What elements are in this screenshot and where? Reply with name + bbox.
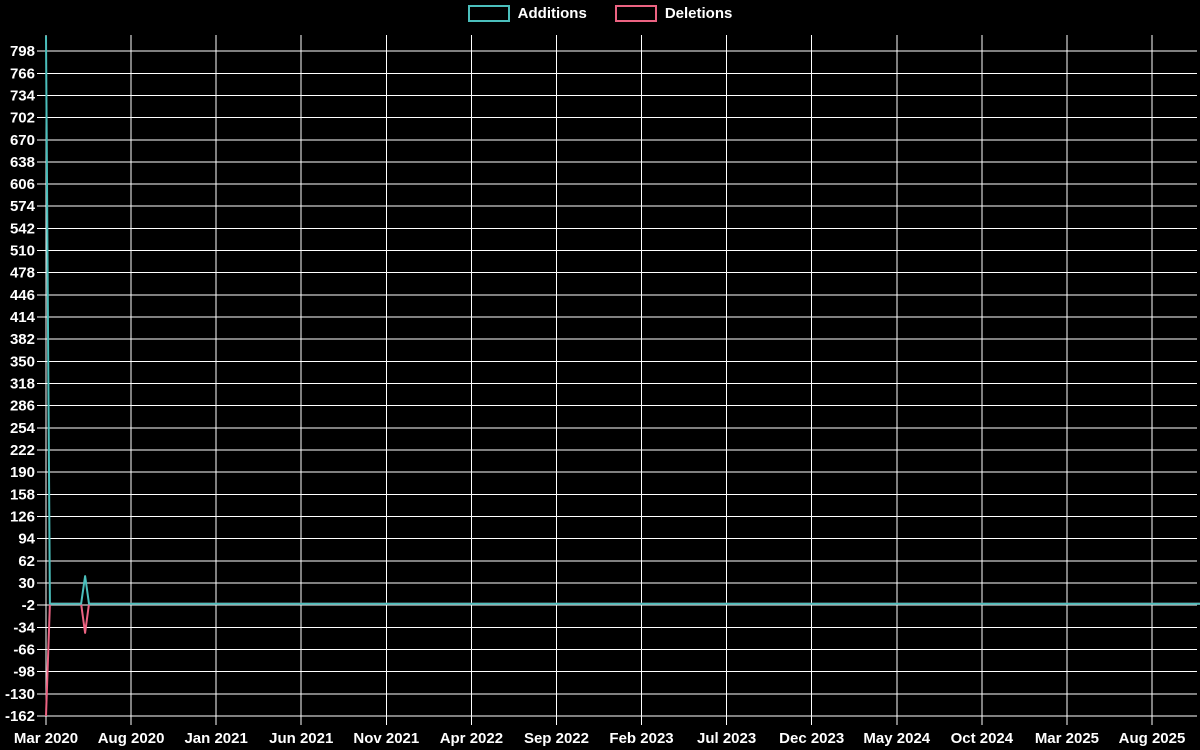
legend-label-deletions: Deletions	[664, 5, 733, 22]
y-tick-label: 30	[18, 575, 35, 592]
x-tick-label: Jan 2021	[184, 730, 247, 747]
deletions-swatch-icon	[614, 5, 657, 22]
y-tick-label: 318	[10, 376, 35, 393]
y-tick-label: 446	[10, 287, 35, 304]
y-tick-label: 382	[10, 331, 35, 348]
x-tick-label: Jun 2021	[269, 730, 333, 747]
axis-labels: 798 766 734 702 670 638 606 574 542 510 478 446 414 3…	[5, 43, 1185, 747]
y-tick-label: 190	[10, 464, 35, 481]
y-tick-label: -162	[5, 708, 35, 725]
y-tick-label: 574	[10, 198, 36, 215]
x-tick-label: Nov 2021	[353, 730, 419, 747]
legend-item-deletions[interactable]: Deletions	[614, 5, 733, 22]
y-tick-label: 286	[10, 398, 35, 415]
y-tick-label: -98	[13, 664, 35, 681]
y-tick-label: 670	[10, 132, 35, 149]
y-tick-label: 766	[10, 65, 35, 82]
y-tick-label: 414	[10, 309, 36, 326]
x-tick-label: May 2024	[863, 730, 930, 747]
additions-swatch-icon	[467, 5, 510, 22]
y-tick-label: 478	[10, 265, 35, 282]
x-tick-label: Jul 2023	[697, 730, 756, 747]
y-tick-label: 542	[10, 220, 35, 237]
additions-line	[45, 35, 1200, 605]
y-tick-label: 638	[10, 154, 35, 171]
x-tick-label: Mar 2020	[14, 730, 78, 747]
y-tick-label: 126	[10, 509, 35, 526]
legend-item-additions[interactable]: Additions	[467, 5, 587, 22]
x-tick-label: Sep 2022	[524, 730, 589, 747]
x-tick-label: Dec 2023	[779, 730, 844, 747]
y-tick-label: 734	[10, 87, 36, 104]
gridlines	[37, 35, 1197, 725]
y-tick-label: 702	[10, 110, 35, 127]
x-tick-label: Apr 2022	[440, 730, 503, 747]
x-tick-label: Aug 2020	[98, 730, 165, 747]
x-tick-label: Mar 2025	[1035, 730, 1099, 747]
x-tick-label: Feb 2023	[609, 730, 673, 747]
y-tick-label: 158	[10, 486, 35, 503]
chart-legend: Additions Deletions	[0, 5, 1200, 22]
y-tick-label: 94	[18, 531, 35, 548]
y-tick-label: -66	[13, 642, 35, 659]
legend-label-additions: Additions	[517, 5, 587, 22]
x-tick-label: Oct 2024	[951, 730, 1014, 747]
y-tick-label: 798	[10, 43, 35, 60]
y-tick-label: -2	[22, 597, 35, 614]
y-tick-label: 606	[10, 176, 35, 193]
y-tick-label: 62	[18, 553, 35, 570]
x-tick-label: Aug 2025	[1119, 730, 1186, 747]
y-tick-label: 350	[10, 353, 35, 370]
y-tick-label: -34	[13, 619, 35, 636]
deletions-line	[45, 602, 1200, 717]
y-tick-label: 510	[10, 243, 35, 260]
y-tick-label: -130	[5, 686, 35, 703]
y-tick-label: 254	[10, 420, 36, 437]
y-tick-label: 222	[10, 442, 35, 459]
